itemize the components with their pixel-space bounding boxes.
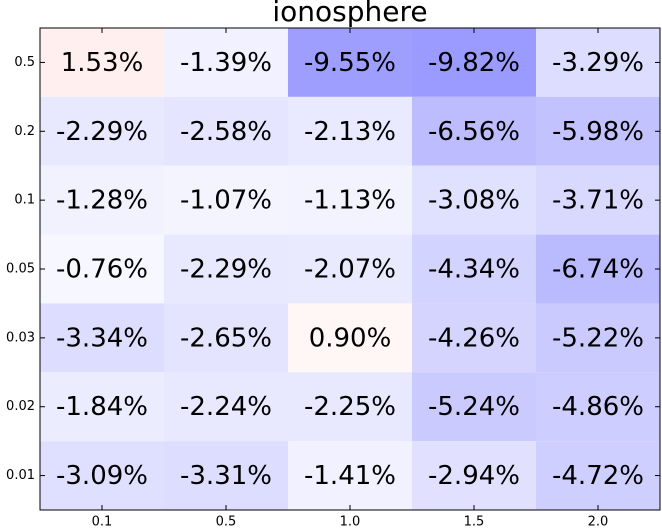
cell-label: -3.29%	[552, 48, 644, 78]
cell-label: -2.13%	[304, 117, 396, 147]
heatmap-cell	[40, 234, 164, 304]
heatmap-cell	[536, 372, 660, 442]
cell-label: -2.94%	[428, 461, 520, 491]
cell-label: -4.72%	[552, 461, 644, 491]
cell-label: -5.22%	[552, 323, 644, 353]
heatmap-cell	[40, 28, 164, 97]
y-tick-label: 0.02	[6, 399, 35, 414]
chart-title: ionosphere	[272, 0, 427, 28]
heatmap-cell	[412, 303, 536, 373]
cell-label: -9.82%	[428, 48, 520, 78]
cell-label: -5.98%	[552, 117, 644, 147]
x-tick-label: 0.1	[92, 515, 113, 530]
cell-label: 1.53%	[61, 48, 144, 78]
x-tick-label: 2.0	[588, 515, 609, 530]
cell-label: -2.25%	[304, 392, 396, 422]
cell-label: -3.71%	[552, 186, 644, 216]
heatmap-cell	[40, 372, 164, 442]
cell-label: -2.29%	[56, 117, 148, 147]
heatmap-cell	[288, 165, 412, 235]
heatmap-cell	[536, 234, 660, 304]
cell-label: -1.41%	[304, 461, 396, 491]
cell-label: -1.84%	[56, 392, 148, 422]
heatmap-cell	[288, 28, 412, 97]
cell-label: -2.29%	[180, 255, 272, 285]
cell-label: -6.56%	[428, 117, 520, 147]
cell-label: -2.07%	[304, 255, 396, 285]
heatmap-cell	[536, 165, 660, 235]
heatmap-cell	[164, 372, 288, 442]
y-tick-label: 0.01	[6, 468, 35, 483]
cell-label: -1.28%	[56, 186, 148, 216]
x-tick-label: 1.5	[464, 515, 485, 530]
y-tick-label: 0.03	[6, 330, 35, 345]
heatmap-cell	[164, 234, 288, 304]
heatmap-cell	[536, 96, 660, 166]
heatmap-cell	[164, 165, 288, 235]
cell-label: -4.26%	[428, 323, 520, 353]
cell-label: -3.34%	[56, 323, 148, 353]
heatmap-cell	[164, 303, 288, 373]
x-tick-label: 0.5	[216, 515, 237, 530]
cell-label: -2.24%	[180, 392, 272, 422]
cell-label: -0.76%	[56, 255, 148, 285]
heatmap-cell	[536, 441, 660, 510]
cell-label: -3.31%	[180, 461, 272, 491]
heatmap-cell	[40, 96, 164, 166]
cell-label: -4.34%	[428, 255, 520, 285]
heatmap-cell	[412, 96, 536, 166]
heatmap-cell	[288, 441, 412, 510]
y-tick-label: 0.05	[6, 262, 35, 277]
heatmap-cell	[412, 372, 536, 442]
heatmap-cell	[412, 441, 536, 510]
cell-label: -9.55%	[304, 48, 396, 78]
x-tick-label: 1.0	[340, 515, 361, 530]
heatmap-cell	[40, 303, 164, 373]
cell-label: -2.58%	[180, 117, 272, 147]
heatmap-cell	[164, 441, 288, 510]
heatmap-cell	[164, 28, 288, 97]
cell-label: -3.09%	[56, 461, 148, 491]
cell-label: -4.86%	[552, 392, 644, 422]
heatmap-cell	[40, 441, 164, 510]
heatmap-cell	[40, 165, 164, 235]
heatmap-cell	[412, 28, 536, 97]
heatmap-cell	[288, 96, 412, 166]
cell-label: -1.07%	[180, 186, 272, 216]
cell-label: -1.39%	[180, 48, 272, 78]
heatmap-cell	[412, 234, 536, 304]
heatmap-cell	[288, 234, 412, 304]
heatmap-cell	[288, 372, 412, 442]
heatmap-cell	[288, 303, 412, 373]
cell-label: -2.65%	[180, 323, 272, 353]
cell-label: -6.74%	[552, 255, 644, 285]
heatmap-cell	[412, 165, 536, 235]
y-tick-label: 0.1	[14, 193, 35, 208]
heatmap-cell	[164, 96, 288, 166]
y-tick-label: 0.2	[14, 124, 35, 139]
heatmap-cell	[536, 28, 660, 97]
cell-label: -3.08%	[428, 186, 520, 216]
cell-label: -5.24%	[428, 392, 520, 422]
y-tick-label: 0.5	[14, 55, 35, 70]
cell-label: -1.13%	[304, 186, 396, 216]
cell-label: 0.90%	[309, 323, 392, 353]
heatmap-cell	[536, 303, 660, 373]
